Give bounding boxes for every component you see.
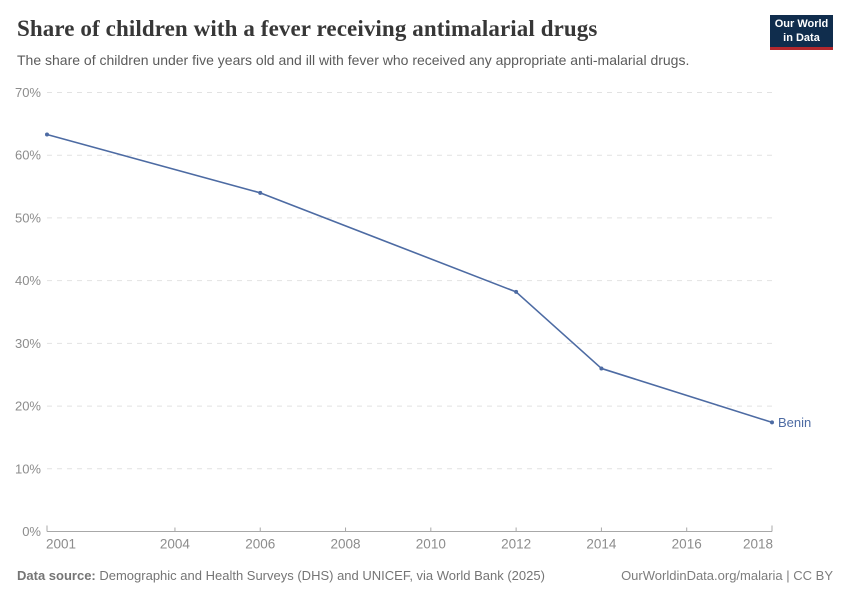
owid-logo-line1: Our World [774, 18, 829, 30]
x-tick-label: 2018 [743, 537, 773, 552]
y-tick-label: 20% [15, 399, 41, 414]
data-point[interactable] [514, 289, 519, 294]
data-point[interactable] [258, 190, 263, 195]
y-tick-label: 40% [15, 273, 41, 288]
data-point[interactable] [599, 366, 604, 371]
y-tick-label: 70% [15, 85, 41, 100]
owid-logo-line2: in Data [783, 31, 820, 44]
x-tick-label: 2001 [46, 537, 76, 552]
attribution: OurWorldinData.org/malaria | CC BY [621, 568, 833, 583]
x-tick-label: 2004 [160, 537, 191, 552]
owid-logo: Our World in Data [770, 15, 833, 50]
data-source-text: Demographic and Health Surveys (DHS) and… [95, 568, 545, 583]
x-tick-label: 2010 [416, 537, 446, 552]
y-tick-label: 30% [15, 336, 41, 351]
x-tick-label: 2012 [501, 537, 531, 552]
y-tick-label: 50% [15, 210, 41, 225]
page-title: Share of children with a fever receiving… [17, 16, 598, 41]
y-tick-label: 10% [15, 461, 41, 476]
y-tick-label: 0% [22, 524, 41, 539]
data-source: Data source: Demographic and Health Surv… [17, 568, 545, 583]
data-source-label: Data source: [17, 568, 96, 583]
entity-label[interactable]: Benin [778, 415, 811, 430]
chart-subtitle: The share of children under five years o… [17, 52, 690, 68]
data-point[interactable] [770, 420, 774, 425]
y-tick-label: 60% [15, 148, 41, 163]
series-benin[interactable]: Benin [45, 132, 811, 430]
data-point[interactable] [45, 132, 49, 137]
x-tick-label: 2014 [586, 537, 617, 552]
x-tick-label: 2006 [245, 537, 275, 552]
x-tick-label: 2008 [331, 537, 361, 552]
x-tick-label: 2016 [672, 537, 702, 552]
chart-footer: Data source: Demographic and Health Surv… [17, 568, 833, 583]
data-line[interactable] [46, 133, 773, 424]
